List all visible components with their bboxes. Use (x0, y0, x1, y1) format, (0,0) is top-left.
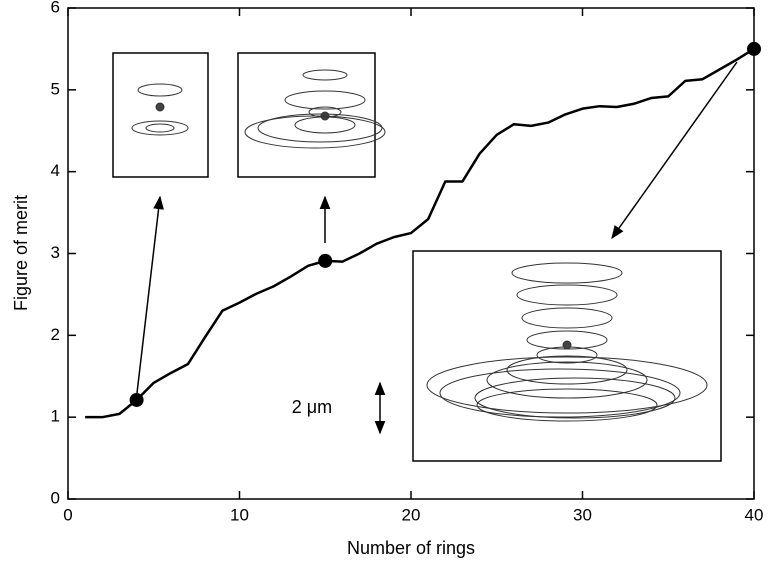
x-tick-label: 40 (745, 505, 764, 524)
y-tick-label: 5 (51, 79, 60, 98)
inset-large (412, 250, 722, 462)
x-tick-label: 10 (230, 505, 249, 524)
y-tick-label: 2 (51, 325, 60, 344)
x-axis-label: Number of rings (347, 538, 475, 558)
y-tick-label: 0 (51, 488, 60, 507)
inset-medium (237, 52, 386, 178)
y-tick-label: 1 (51, 407, 60, 426)
marker (129, 392, 144, 407)
x-tick-label: 30 (573, 505, 592, 524)
y-tick-label: 3 (51, 243, 60, 262)
marker (747, 41, 761, 56)
arrows (136, 61, 738, 435)
inset-small (112, 52, 209, 178)
x-tick-label: 0 (63, 505, 72, 524)
y-tick-label: 6 (51, 0, 60, 16)
x-tick-label: 20 (402, 505, 421, 524)
y-axis-label: Figure of merit (11, 195, 31, 311)
y-tick-label: 4 (51, 161, 60, 180)
line (85, 47, 755, 419)
marker (318, 253, 333, 268)
scale-annotation: 2 μm (292, 397, 332, 417)
